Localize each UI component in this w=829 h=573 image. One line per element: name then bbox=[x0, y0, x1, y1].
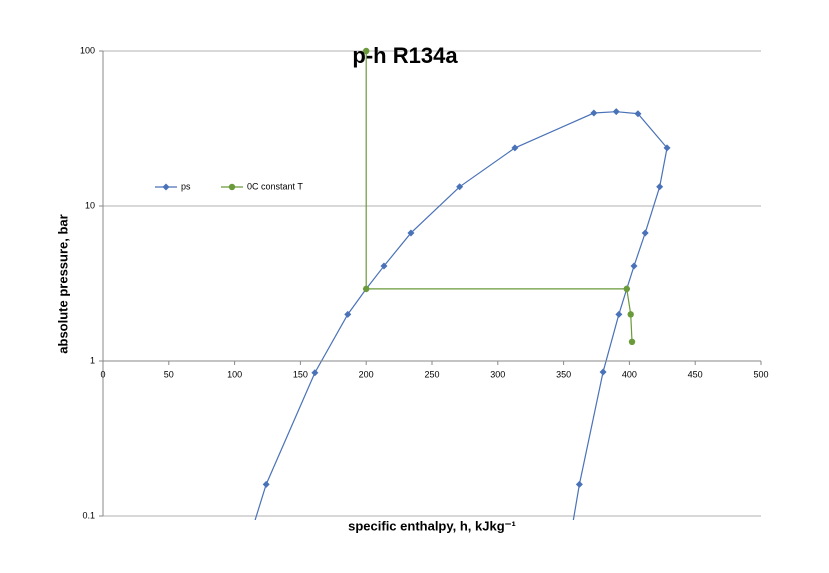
marker bbox=[363, 285, 370, 293]
y-axis-title: absolute pressure, bar bbox=[55, 214, 70, 353]
y-tick-label: 100 bbox=[80, 45, 95, 55]
y-tick-label: 1 bbox=[90, 355, 95, 365]
legend-label: ps bbox=[181, 181, 191, 191]
marker bbox=[615, 310, 623, 318]
marker bbox=[628, 338, 636, 346]
plot-area bbox=[248, 47, 671, 535]
marker bbox=[656, 183, 664, 191]
marker bbox=[456, 183, 464, 191]
marker bbox=[311, 369, 319, 377]
marker bbox=[568, 528, 575, 535]
legend-marker bbox=[162, 183, 170, 191]
marker bbox=[663, 144, 671, 152]
marker bbox=[627, 311, 634, 318]
marker bbox=[623, 285, 630, 293]
x-tick-label: 400 bbox=[622, 369, 637, 379]
x-tick-label: 350 bbox=[556, 369, 571, 379]
marker bbox=[407, 229, 415, 237]
marker bbox=[344, 310, 352, 318]
marker bbox=[363, 47, 370, 55]
y-tick-label: 0.1 bbox=[82, 510, 95, 520]
axes: 0.1 1 10 100 0 50 100 150 200 250 300 350 400 450 500 p… bbox=[80, 45, 769, 520]
x-tick-label: 100 bbox=[227, 369, 242, 379]
marker bbox=[612, 108, 620, 116]
series-line bbox=[365, 51, 633, 342]
x-tick-label: 200 bbox=[359, 369, 374, 379]
marker bbox=[634, 110, 642, 118]
x-tick-label: 300 bbox=[490, 369, 505, 379]
marker bbox=[380, 262, 388, 270]
series-line bbox=[254, 111, 668, 520]
x-tick-label: 250 bbox=[424, 369, 439, 379]
marker bbox=[248, 528, 255, 535]
x-tick-label: 0 bbox=[100, 369, 105, 379]
chart-title: p-h R134a bbox=[352, 43, 458, 68]
x-tick-label: 150 bbox=[293, 369, 308, 379]
x-tick-label: 450 bbox=[688, 369, 703, 379]
legend-label: 0C constant T bbox=[247, 181, 303, 191]
x-axis-title: specific enthalpy, h, kJkg⁻¹ bbox=[348, 518, 516, 533]
grid bbox=[103, 50, 761, 517]
marker bbox=[262, 480, 270, 488]
marker bbox=[641, 229, 649, 237]
x-tick-label: 500 bbox=[753, 369, 768, 379]
marker bbox=[630, 262, 638, 270]
marker bbox=[599, 368, 607, 376]
marker bbox=[511, 144, 519, 152]
y-tick-label: 10 bbox=[85, 200, 95, 210]
legend-marker bbox=[228, 183, 236, 191]
marker bbox=[590, 109, 598, 117]
marker bbox=[575, 480, 583, 488]
x-tick-label: 50 bbox=[164, 369, 174, 379]
